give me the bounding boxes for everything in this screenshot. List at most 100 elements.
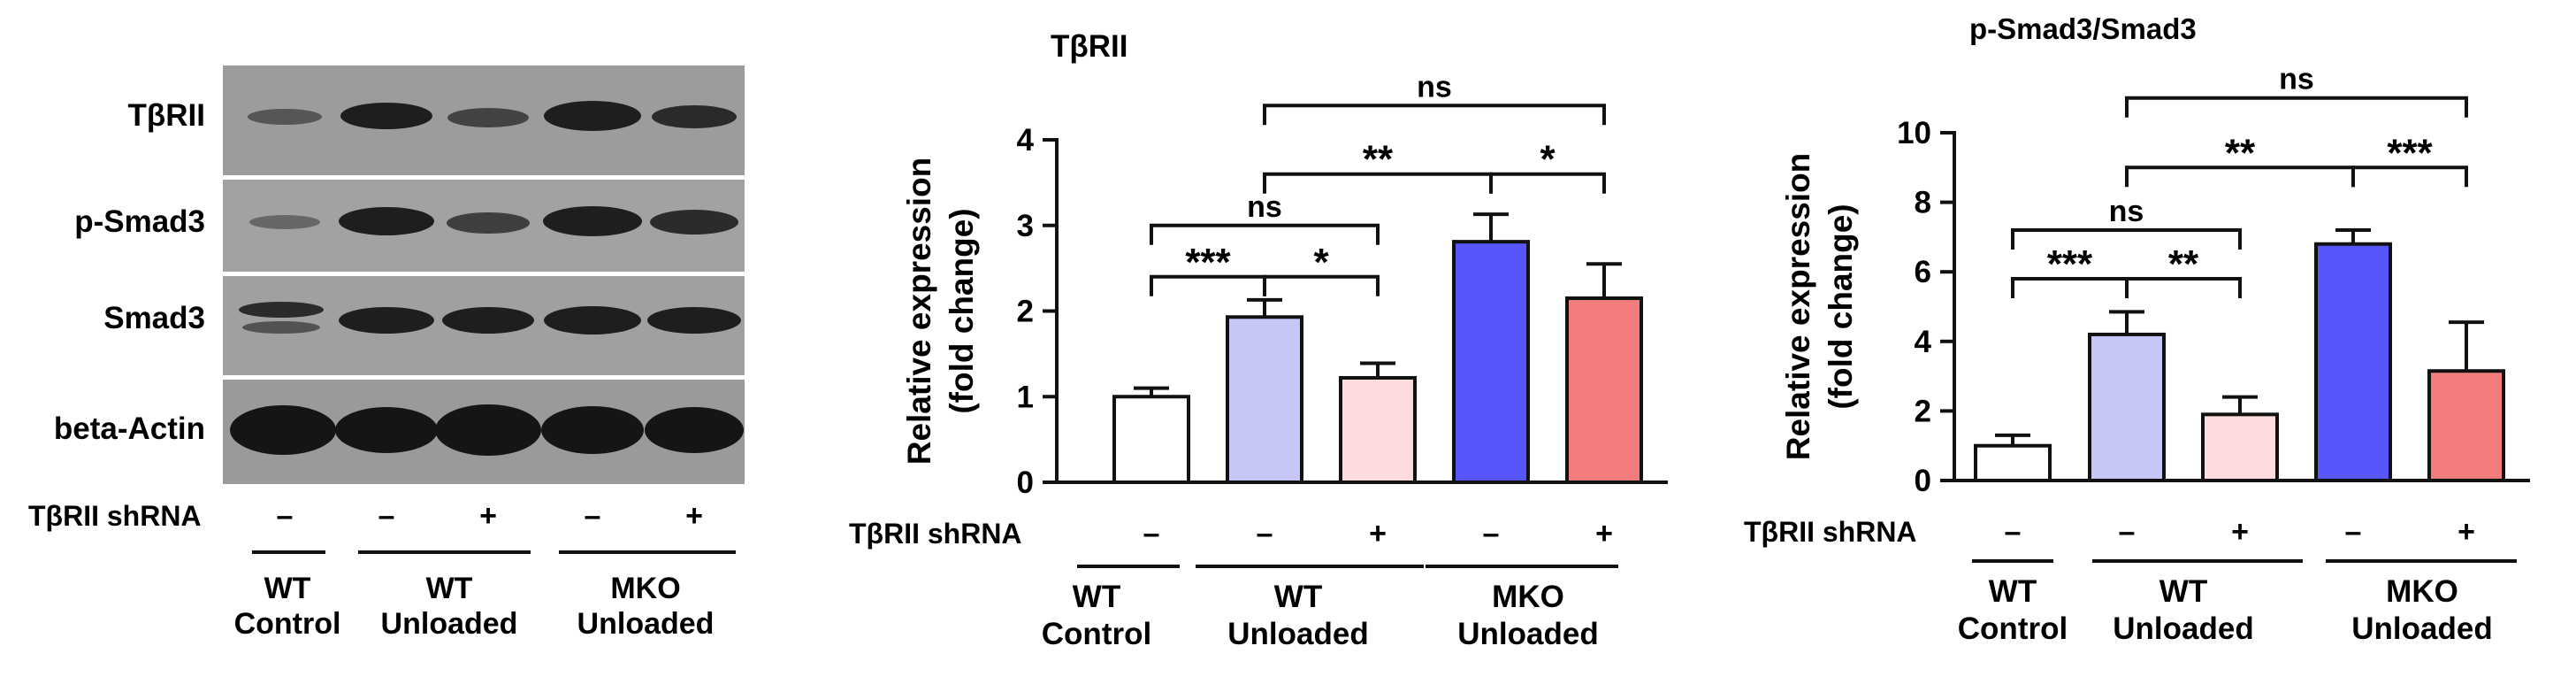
blot-group-label: Unloaded	[381, 607, 518, 641]
significance-label: ns	[2109, 195, 2144, 228]
significance-label: ***	[1185, 241, 1231, 284]
blot-shrna-label: TβRII shRNA	[28, 500, 202, 532]
bar-4	[1452, 240, 1530, 484]
group-label: WT	[1274, 580, 1322, 614]
blot-shrna-sign: +	[685, 499, 703, 533]
group-label: WT	[2159, 574, 2207, 609]
blot-label-psmad3: p-Smad3	[74, 204, 205, 239]
y-tick-label: 0	[1017, 465, 1034, 500]
blot-shrna-sign: –	[378, 499, 395, 533]
blot-group-label: MKO	[610, 572, 680, 605]
y-tick-label: 2	[1017, 295, 1034, 329]
shrna-sign: –	[2005, 515, 2022, 549]
significance-bracket	[2125, 277, 2242, 299]
shrna-sign: –	[1483, 517, 1500, 550]
bands-tbrii	[248, 101, 737, 131]
bar-1	[1974, 443, 2052, 483]
y-tick-label: 8	[1915, 186, 1931, 220]
band	[335, 407, 438, 453]
significance-label: **	[2225, 131, 2256, 174]
band	[447, 212, 530, 234]
significance-bracket	[1150, 223, 1380, 245]
y-tick-label: 4	[1017, 123, 1035, 158]
significance-bracket	[1489, 172, 1606, 194]
chart-psmad3-smad3: p-Smad3/Smad3 0 2 4 6 8 10 Relative expression…	[1744, 12, 2530, 646]
group-label: Control	[1958, 611, 2068, 646]
significance-label: *	[1540, 138, 1556, 181]
significance-bracket	[1263, 274, 1380, 296]
group-label: Unloaded	[2113, 611, 2253, 646]
shrna-sign: +	[1595, 517, 1613, 550]
bar-3	[1339, 375, 1417, 484]
bands-actin	[230, 404, 744, 456]
blot-label-tbrii: TβRII	[128, 98, 205, 133]
band	[544, 101, 641, 131]
band	[541, 406, 644, 454]
band	[442, 307, 534, 334]
shrna-sign: –	[2345, 515, 2362, 549]
significance-label: **	[1363, 138, 1394, 181]
shrna-sign: +	[2231, 515, 2249, 549]
blot-group-label: Control	[234, 607, 341, 641]
significance-label: ns	[1417, 70, 1452, 104]
significance-label: **	[2168, 242, 2199, 286]
bar-2	[2088, 332, 2166, 482]
group-label: MKO	[1492, 580, 1564, 614]
bar-5	[2427, 369, 2505, 482]
band	[645, 407, 744, 453]
significance-bracket	[2351, 165, 2468, 188]
y-tick-label: 6	[1915, 255, 1931, 289]
band	[339, 207, 434, 235]
blot-shrna-sign: +	[479, 499, 497, 533]
bands-smad3	[239, 302, 741, 334]
shrna-label: TβRII shRNA	[849, 518, 1022, 550]
significance-label: ***	[2387, 131, 2433, 174]
significance-label: ns	[2279, 63, 2314, 96]
y-axis-label: (fold change)	[944, 208, 980, 413]
significance-bracket	[2125, 96, 2468, 118]
group-label: WT	[1989, 574, 2037, 609]
band	[339, 307, 434, 334]
band	[230, 405, 336, 455]
y-tick-label: 10	[1897, 116, 1931, 150]
group-label: Unloaded	[1227, 617, 1368, 651]
band	[647, 307, 741, 334]
band	[650, 210, 738, 235]
significance-bracket	[2011, 228, 2242, 250]
significance-bracket	[1263, 104, 1606, 126]
shrna-sign: +	[2458, 515, 2475, 549]
band	[340, 103, 432, 129]
y-tick-label: 2	[1915, 394, 1931, 428]
bar-2	[1226, 315, 1303, 484]
blot-group-label: Unloaded	[577, 607, 715, 641]
bar-5	[1565, 296, 1643, 484]
chart-tbrii: TβRII 0 1 2 3 4 Relative expression (fold chan…	[849, 29, 1668, 651]
y-tick-label: 4	[1915, 325, 1932, 359]
significance-label: *	[1313, 241, 1329, 284]
shrna-sign: +	[1369, 517, 1387, 550]
blot-group-label: WT	[426, 572, 473, 605]
chart-title: p-Smad3/Smad3	[1969, 12, 2197, 45]
band	[249, 215, 320, 229]
y-axis-label: (fold change)	[1823, 204, 1859, 409]
blot-label-smad3: Smad3	[103, 301, 205, 335]
blot-shrna-sign: –	[585, 499, 601, 533]
band	[543, 206, 642, 236]
blot-label-actin: beta-Actin	[54, 411, 205, 446]
group-label: Unloaded	[2351, 611, 2492, 646]
band	[544, 306, 641, 334]
shrna-label: TβRII shRNA	[1744, 516, 1917, 548]
group-label: Unloaded	[1457, 617, 1598, 651]
band	[248, 109, 322, 125]
band	[447, 108, 529, 127]
blot-group-label: WT	[264, 572, 311, 605]
western-blot-panel: TβRII p-Smad3 Smad3 beta-Actin TβRII shR…	[28, 65, 745, 641]
group-label: MKO	[2386, 574, 2458, 609]
significance-label: ***	[2047, 242, 2093, 286]
y-axis-label: Relative expression	[901, 158, 937, 465]
shrna-sign: –	[1143, 517, 1160, 550]
group-label: Control	[1042, 617, 1151, 651]
bar-4	[2314, 242, 2392, 482]
shrna-sign: –	[1257, 517, 1273, 550]
